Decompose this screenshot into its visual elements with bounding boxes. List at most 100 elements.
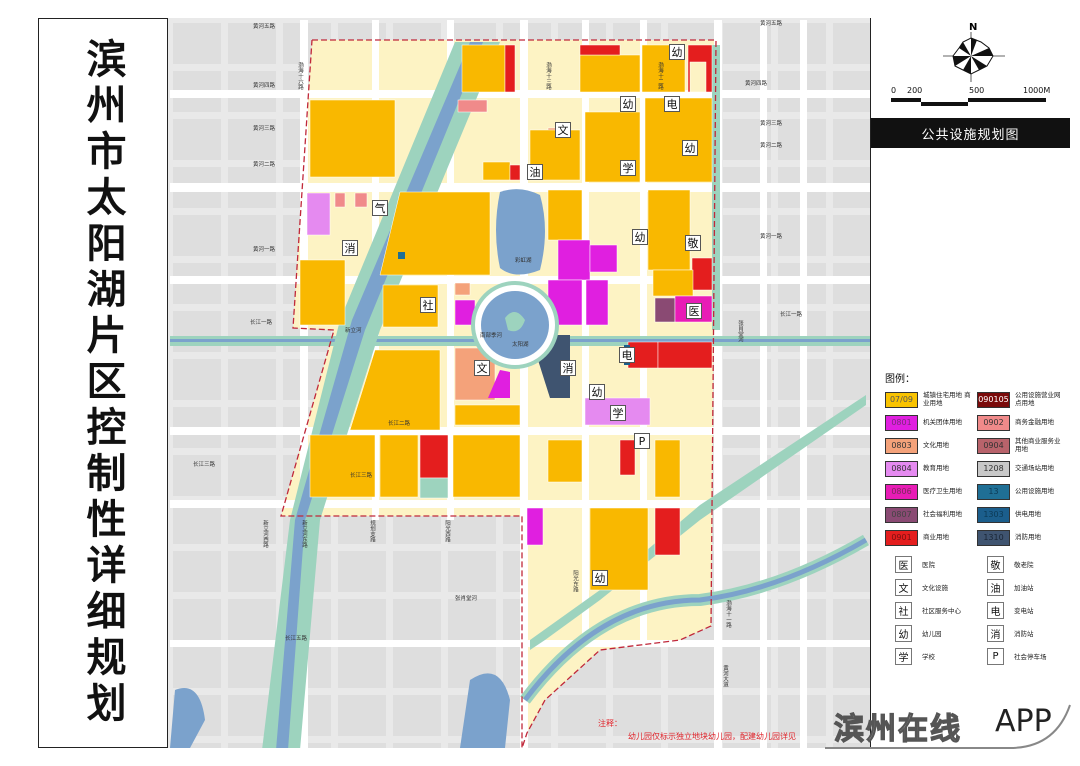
city-block — [393, 599, 441, 640]
scale-label: 500 — [969, 86, 985, 95]
facility-marker-icon: 幼 — [589, 384, 605, 400]
land-parcel — [557, 239, 591, 281]
road-label: 黄河一路 — [760, 232, 783, 240]
legend-label: 商业用地 — [923, 532, 949, 541]
south-river-water — [523, 537, 868, 702]
city-block — [173, 743, 221, 748]
city-block — [668, 743, 716, 748]
city-block — [393, 551, 441, 592]
road — [582, 20, 589, 640]
legend-symbol-label: 敬老院 — [1014, 561, 1034, 569]
legend-symbol: 消 消防站 — [977, 624, 1065, 642]
note-title: 注释： — [598, 719, 622, 728]
legend-swatch: 0803 — [885, 437, 918, 454]
land-parcel — [526, 507, 544, 546]
legend-symbol-label: 加油站 — [1014, 584, 1034, 592]
land-parcel — [452, 434, 521, 498]
land-parcel — [654, 507, 681, 556]
legend-label: 机关团体用地 — [923, 417, 962, 426]
plan-subtitle: 公共设施规划图 — [871, 118, 1070, 148]
land-parcel — [547, 189, 583, 241]
legend-item: 0801 机关团体用地 — [885, 414, 973, 431]
facility-symbol-icon: 医 — [895, 555, 912, 573]
facility-marker-icon: 消 — [560, 360, 576, 376]
road-label: 长江二路 — [388, 419, 411, 427]
road-label: 长江三路 — [350, 471, 373, 479]
facility-marker-icon: 医 — [686, 303, 702, 319]
city-block — [833, 647, 870, 688]
city-block — [228, 551, 276, 592]
land-parcel — [419, 477, 449, 499]
land-parcel — [579, 54, 641, 93]
land-parcel — [482, 161, 511, 181]
facility-marker-icon: 幼 — [669, 44, 685, 60]
legend-title: 图例： — [885, 374, 915, 385]
land-parcel — [309, 434, 376, 498]
legend-item: 07/09 城镇住宅用地 商业用地 — [885, 391, 973, 408]
city-block — [613, 743, 661, 748]
legend-swatch: 1310 — [977, 529, 1010, 546]
land-parcel — [488, 370, 510, 398]
road — [520, 20, 528, 748]
city-block — [228, 215, 276, 256]
facility-marker-icon: 幼 — [620, 96, 636, 112]
road-label: 黄河四路 — [253, 81, 276, 89]
city-block — [228, 23, 276, 64]
land-parcel — [654, 297, 676, 323]
legend-swatch: 0904 — [977, 437, 1010, 454]
legend-item: 0904 其他商业服务业用地 — [977, 437, 1065, 454]
lake-island — [505, 311, 525, 332]
land-parcel — [419, 434, 449, 479]
city-block — [228, 359, 276, 400]
legend-item: 1303 供电用地 — [977, 506, 1065, 523]
city-block — [723, 743, 771, 748]
facility-marker-icon: 消 — [342, 240, 358, 256]
city-block — [833, 23, 870, 64]
city-block — [558, 743, 606, 748]
legend-label: 交通场站用地 — [1015, 463, 1054, 472]
land-parcel — [579, 44, 621, 56]
city-block — [393, 743, 441, 748]
rainbow-lake — [496, 189, 545, 275]
facility-marker-icon: 电 — [664, 96, 680, 112]
road-label: 渤海十六路 — [297, 61, 304, 91]
legend-swatch: 0902 — [977, 414, 1010, 431]
city-block — [228, 743, 276, 748]
facility-symbol-icon: 社 — [895, 601, 912, 619]
city-block — [228, 647, 276, 688]
land-parcel — [647, 189, 691, 271]
city-block — [833, 695, 870, 736]
land-parcel — [454, 282, 471, 296]
road-label: 长江五路 — [285, 634, 308, 642]
road-label: 新立河西路 — [262, 519, 269, 549]
city-block — [173, 359, 221, 400]
city-block — [393, 647, 441, 688]
facility-symbol-icon: 幼 — [895, 624, 912, 642]
facility-marker-icon: 文 — [474, 360, 490, 376]
city-block — [338, 599, 386, 640]
land-parcel — [334, 192, 346, 208]
land-use-map: 黄河五路 黄河五路 黄河四路 黄河四路 黄河三路 黄河三路 黄河二路 黄河二路 黄河一路 黄河一路… — [168, 18, 870, 748]
road-label: 长江一路 — [780, 310, 803, 318]
facility-symbol-icon: 文 — [895, 578, 912, 596]
legend-symbol-label: 社会停车场 — [1014, 653, 1047, 661]
scale-label: 0 — [891, 86, 897, 95]
road-label: 张肖堂河 — [737, 319, 744, 343]
legend-symbol: 敬 敬老院 — [977, 555, 1065, 573]
legend-item: 0804 教育用地 — [885, 460, 973, 477]
facility-symbol-icon: 电 — [987, 601, 1004, 619]
land-parcel — [461, 44, 506, 93]
side-panel: N 0 200 500 1000M 公共设施规划图 图例： 07/09 城镇住宅用… — [870, 18, 1070, 748]
legend-item: 0803 文化用地 — [885, 437, 973, 454]
city-block — [228, 455, 276, 496]
pond — [460, 673, 510, 748]
city-block — [338, 647, 386, 688]
road — [800, 20, 807, 748]
road-label: 黄河五路 — [253, 22, 276, 30]
city-block — [833, 119, 870, 160]
legend-swatch: 07/09 — [885, 391, 918, 408]
legend-symbol-label: 消防站 — [1014, 630, 1034, 638]
pond — [170, 688, 205, 748]
compass-rose-icon: N — [943, 22, 1005, 82]
